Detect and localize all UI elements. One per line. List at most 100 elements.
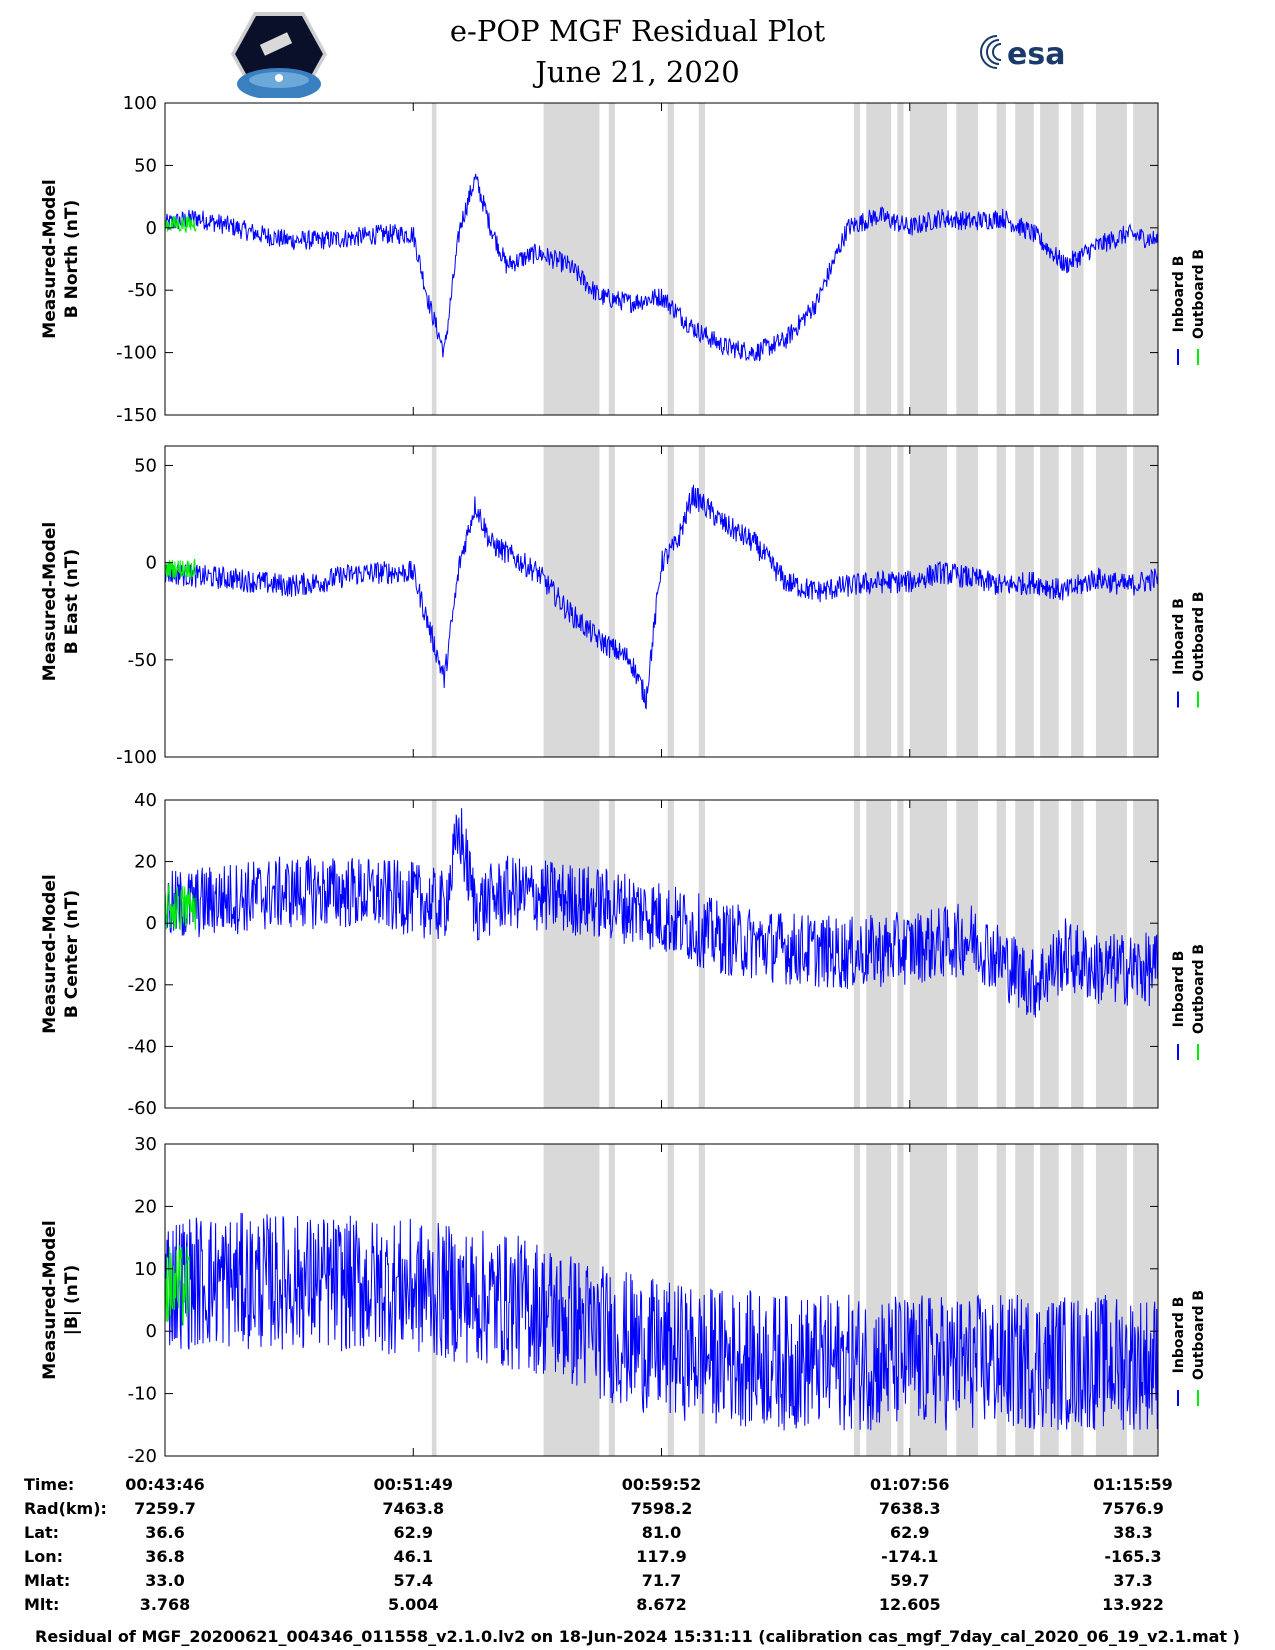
info-row-label: Lon: [24,1547,63,1566]
y-tick-label: -100 [116,747,157,768]
plot-frame [164,445,1159,758]
series-line-outboard-b [164,558,197,580]
chart-panel-1: 100 50 0 -50 -100 -150 Measured-Model B North (… [40,93,1207,426]
shaded-band [698,103,705,415]
shaded-band [897,1144,904,1456]
shaded-band [996,446,1006,757]
info-value: 62.9 [394,1523,433,1542]
legend-entry: Outboard B [1191,944,1207,1034]
shaded-band [608,800,615,1108]
y-axis-label-line: Measured-Model [40,179,60,338]
shaded-band [1015,103,1034,415]
shaded-band [956,1144,979,1456]
series-line-outboard-b [164,883,197,931]
info-value: 00:43:46 [125,1475,205,1494]
y-tick-label: 20 [134,852,157,873]
y-axis-label-line: |B| (nT) [62,1265,82,1336]
legend-entry: Outboard B [1191,591,1207,681]
shaded-band [996,1144,1006,1456]
shaded-band [608,1144,615,1456]
shaded-band [853,446,861,757]
y-tick-label: 50 [134,455,157,476]
info-value: 117.9 [636,1547,687,1566]
plot-frame [164,102,1159,416]
shaded-band [1015,446,1034,757]
y-tick-label: 10 [134,1259,157,1280]
info-row-label: Rad(km): [24,1499,107,1518]
y-tick-label: -20 [128,975,157,996]
info-value: 7259.7 [134,1499,196,1518]
info-value: 01:15:59 [1093,1475,1173,1494]
y-tick-label: 40 [134,790,157,811]
info-column: 00:51:49 7463.8 62.9 46.1 57.4 5.004 [373,1475,453,1614]
legend-entry: Outboard B [1191,1290,1207,1380]
shaded-band [431,800,437,1108]
info-value: 36.8 [145,1547,184,1566]
legend-entry: Inboard B [1171,256,1187,333]
shaded-band [667,446,674,757]
shaded-band [431,1144,437,1456]
shaded-band [698,1144,705,1456]
shaded-band [956,103,979,415]
y-axis-label-line: B East (nT) [62,549,82,654]
info-value: 37.3 [1113,1571,1152,1590]
shaded-band [698,446,705,757]
info-value: 12.605 [879,1595,941,1614]
shaded-band [698,800,705,1108]
shaded-band [1133,103,1158,415]
y-axis-label: Measured-Model B Center (nT) [40,874,82,1033]
series-line-outboard-b [164,215,197,233]
info-row-label: Mlat: [24,1571,70,1590]
info-value: 7638.3 [879,1499,941,1518]
y-tick-label: 0 [146,553,157,574]
y-axis-label: Measured-Model B North (nT) [40,179,82,338]
y-tick-label: -10 [128,1384,157,1405]
info-value: 57.4 [394,1571,433,1590]
shaded-band [866,446,892,757]
info-column: 00:43:46 7259.7 36.6 36.8 33.0 3.768 [125,1475,205,1614]
y-tick-label: -150 [116,405,157,426]
shaded-band [1040,103,1059,415]
chart-panel-2: 50 0 -50 -100 Measured-Model B East (nT) Inboa… [40,445,1207,768]
y-tick-label: 50 [134,155,157,176]
info-value: 62.9 [890,1523,929,1542]
cassiope-logo [229,10,329,100]
info-row-label: Time: [24,1475,74,1494]
y-axis-label-line: Measured-Model [40,522,60,681]
legend-entry: Outboard B [1191,249,1207,339]
y-axis-label: Measured-Model B East (nT) [40,522,82,681]
series-line-inboard-b [164,808,1159,1018]
shaded-band [667,800,674,1108]
y-axis-label-line: Measured-Model [40,874,60,1033]
legend-entry: Inboard B [1171,598,1187,675]
y-tick-label: -40 [128,1036,157,1057]
shaded-band [1095,103,1127,415]
info-value: 81.0 [642,1523,681,1542]
info-value: 00:51:49 [373,1475,453,1494]
info-value: 59.7 [890,1571,929,1590]
info-column: 01:07:56 7638.3 62.9 -174.1 59.7 12.605 [870,1475,950,1614]
info-column: 00:59:52 7598.2 81.0 117.9 71.7 8.672 [622,1475,702,1614]
shaded-band [853,103,861,415]
y-axis-label-line: B North (nT) [62,200,82,319]
shaded-band [866,103,892,415]
shaded-band [1095,446,1127,757]
footer-caption: Residual of MGF_20200621_004346_011558_v… [35,1627,1240,1646]
shaded-band [853,1144,861,1456]
series-line-inboard-b [164,173,1159,362]
info-value: 00:59:52 [622,1475,702,1494]
shaded-band [667,1144,674,1456]
shaded-band [608,446,615,757]
info-value: -174.1 [881,1547,938,1566]
chart-panel-3: 40 20 0 -20 -40 -60 Measured-Model B Center (nT… [40,790,1207,1119]
series-line-inboard-b [164,484,1159,710]
esa-logo: esa [977,30,1097,75]
shaded-band [543,800,600,1108]
info-value: 3.768 [140,1595,191,1614]
esa-logo-text: esa [1007,37,1065,72]
shaded-band [996,800,1006,1108]
info-value: 46.1 [394,1547,433,1566]
shaded-band [431,446,437,757]
series-line-outboard-b [164,1244,191,1326]
shaded-band [1015,800,1034,1108]
